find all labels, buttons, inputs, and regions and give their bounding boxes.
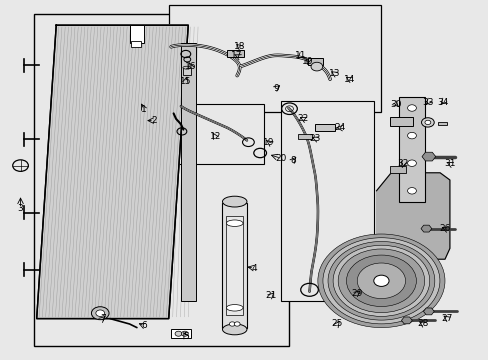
Bar: [389, 166, 405, 173]
Circle shape: [357, 263, 405, 298]
Ellipse shape: [183, 66, 190, 69]
Text: 26: 26: [438, 224, 450, 233]
Text: 24: 24: [333, 123, 345, 132]
Text: 21: 21: [265, 291, 277, 300]
Text: 8: 8: [290, 156, 296, 165]
Circle shape: [407, 160, 416, 166]
Text: 33: 33: [421, 98, 433, 107]
Bar: [181, 43, 195, 301]
Polygon shape: [376, 173, 449, 259]
Text: 9: 9: [273, 84, 279, 93]
Circle shape: [317, 234, 444, 328]
Text: 32: 32: [397, 159, 408, 168]
Text: 7: 7: [100, 314, 105, 323]
Bar: [168, 5, 381, 112]
Bar: [437, 122, 447, 125]
Circle shape: [96, 310, 104, 316]
Bar: [34, 14, 288, 346]
Circle shape: [332, 245, 429, 316]
Bar: [307, 58, 322, 65]
Text: 10: 10: [302, 57, 313, 66]
Circle shape: [407, 105, 416, 111]
Bar: [168, 104, 264, 164]
Text: 19: 19: [263, 138, 274, 147]
Bar: [131, 41, 141, 47]
Text: 27: 27: [441, 314, 452, 323]
Text: 29: 29: [350, 289, 362, 298]
Text: 18: 18: [233, 42, 245, 51]
Text: 31: 31: [443, 159, 455, 168]
Text: 3: 3: [18, 204, 23, 213]
Text: 28: 28: [416, 320, 428, 328]
Bar: [222, 203, 246, 328]
Text: 1: 1: [141, 105, 147, 114]
Text: 34: 34: [436, 98, 447, 107]
Circle shape: [234, 322, 240, 326]
Circle shape: [407, 188, 416, 194]
Circle shape: [310, 62, 322, 71]
Bar: [171, 329, 190, 338]
Text: 5: 5: [183, 332, 188, 341]
Polygon shape: [37, 25, 188, 319]
Bar: [398, 97, 425, 202]
Text: 6: 6: [141, 321, 147, 330]
Text: 2: 2: [151, 116, 157, 125]
Text: 17: 17: [231, 51, 243, 60]
Text: 4: 4: [251, 264, 257, 273]
Ellipse shape: [222, 324, 246, 335]
Text: 30: 30: [389, 100, 401, 109]
Text: 14: 14: [343, 75, 355, 84]
Ellipse shape: [226, 305, 243, 311]
Bar: [129, 25, 144, 43]
Circle shape: [421, 118, 433, 127]
Circle shape: [322, 238, 439, 324]
Text: 25: 25: [331, 320, 343, 328]
Bar: [315, 124, 334, 131]
Polygon shape: [37, 25, 188, 319]
Circle shape: [91, 307, 109, 320]
Circle shape: [373, 275, 388, 287]
Text: 16: 16: [184, 62, 196, 71]
Circle shape: [175, 331, 182, 336]
Ellipse shape: [222, 196, 246, 207]
Bar: [226, 50, 243, 57]
Bar: [281, 101, 373, 301]
Text: 20: 20: [275, 154, 286, 163]
Circle shape: [229, 322, 235, 326]
Text: 22: 22: [297, 114, 308, 123]
Circle shape: [346, 255, 416, 306]
Text: 15: 15: [180, 77, 191, 85]
Bar: [298, 134, 311, 139]
Text: 12: 12: [209, 132, 221, 141]
Bar: [226, 216, 243, 315]
Text: 13: 13: [328, 69, 340, 78]
Circle shape: [338, 249, 424, 312]
Circle shape: [424, 120, 430, 125]
Bar: [389, 117, 412, 126]
Circle shape: [181, 331, 188, 336]
Circle shape: [327, 242, 434, 320]
Ellipse shape: [226, 220, 243, 226]
Circle shape: [407, 132, 416, 139]
Text: 23: 23: [309, 134, 321, 143]
Text: 11: 11: [294, 51, 306, 60]
Bar: [183, 68, 190, 75]
